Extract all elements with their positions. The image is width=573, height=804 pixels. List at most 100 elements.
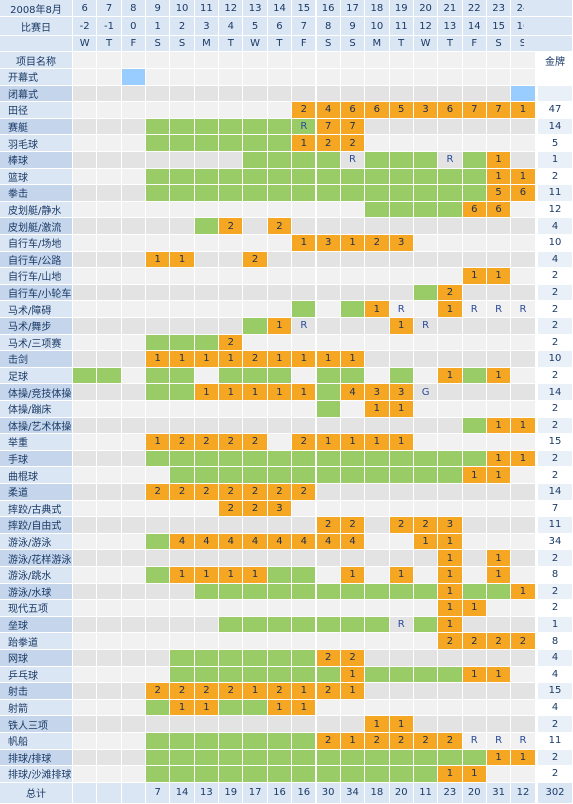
schedule-cell	[97, 351, 122, 368]
event-cell	[462, 367, 487, 385]
schedule-cell	[365, 683, 390, 700]
schedule-cell	[340, 69, 366, 86]
schedule-cell	[97, 185, 122, 202]
medal-event-cell: 2	[243, 434, 268, 451]
schedule-cell	[438, 484, 463, 501]
schedule-cell	[340, 484, 366, 501]
medal-event-cell: 2	[340, 517, 366, 534]
date-header: 15	[292, 0, 317, 17]
schedule-cell	[73, 633, 98, 650]
schedule-cell	[121, 583, 147, 601]
schedule-cell	[438, 318, 463, 335]
schedule-cell	[73, 749, 98, 767]
schedule-cell	[121, 201, 147, 219]
event-cell	[292, 152, 317, 169]
schedule-cell	[73, 434, 98, 451]
schedule-cell	[340, 417, 366, 435]
event-cell	[316, 583, 341, 601]
schedule-cell	[511, 500, 536, 518]
medal-event-cell: 1	[219, 567, 244, 584]
schedule-cell	[243, 401, 268, 418]
schedule-cell	[340, 85, 366, 103]
event-cell	[219, 450, 244, 468]
schedule-cell	[292, 334, 317, 352]
date-header: 17	[340, 0, 366, 17]
sport-name: 自行车/山地	[0, 268, 73, 285]
sport-name: 足球	[0, 367, 73, 385]
event-cell	[292, 301, 317, 318]
schedule-cell	[389, 417, 414, 435]
schedule-cell	[97, 699, 122, 717]
schedule-cell	[511, 683, 536, 700]
schedule-cell	[146, 600, 171, 617]
match-day-header: 1	[146, 17, 171, 36]
event-cell	[365, 666, 390, 684]
schedule-cell	[365, 550, 390, 567]
schedule-cell	[511, 533, 536, 551]
sport-name: 手球	[0, 450, 73, 468]
gold-count: 4	[538, 251, 573, 269]
match-day-header: -1	[97, 17, 122, 36]
schedule-cell	[170, 716, 195, 733]
event-cell	[413, 201, 439, 219]
schedule-cell	[438, 118, 463, 136]
date-header: 12	[219, 0, 244, 17]
schedule-cell	[462, 401, 487, 418]
schedule-cell	[146, 633, 171, 650]
event-cell	[462, 450, 487, 468]
schedule-cell	[170, 235, 195, 252]
event-cell	[194, 334, 220, 352]
schedule-cell	[97, 135, 122, 152]
weekday-header: S	[170, 36, 195, 52]
schedule-cell	[146, 152, 171, 169]
schedule-cell	[121, 301, 147, 318]
event-cell	[243, 699, 268, 717]
event-cell	[365, 616, 390, 634]
medal-event-cell: 1	[365, 401, 390, 418]
blank-cell	[121, 52, 147, 69]
schedule-cell	[438, 384, 463, 401]
event-cell	[219, 135, 244, 152]
event-cell	[243, 650, 268, 667]
medal-event-cell: 6	[365, 102, 390, 119]
sport-name: 乒乓球	[0, 666, 73, 684]
event-cell	[170, 749, 195, 767]
medal-event-cell: 1	[486, 268, 512, 285]
gold-count: 2	[538, 318, 573, 335]
schedule-cell	[462, 484, 487, 501]
schedule-cell	[316, 201, 341, 219]
schedule-cell	[73, 351, 98, 368]
schedule-cell	[292, 85, 317, 103]
gold-count: 12	[538, 201, 573, 219]
schedule-cell	[511, 550, 536, 567]
event-cell	[413, 168, 439, 186]
schedule-cell	[438, 69, 463, 86]
schedule-cell	[365, 268, 390, 285]
schedule-cell	[243, 102, 268, 119]
schedule-cell	[146, 201, 171, 219]
schedule-cell	[389, 650, 414, 667]
weekday-header: S	[340, 36, 366, 52]
schedule-cell	[340, 284, 366, 302]
event-cell	[267, 135, 293, 152]
schedule-cell	[243, 550, 268, 567]
schedule-cell	[97, 118, 122, 136]
schedule-cell	[146, 517, 171, 534]
match-day-header: 14	[462, 17, 487, 36]
medal-event-cell: 7	[462, 102, 487, 119]
schedule-cell	[413, 218, 439, 235]
schedule-cell	[292, 268, 317, 285]
event-cell	[170, 666, 195, 684]
sport-name: 自行车/小轮车	[0, 284, 73, 302]
event-cell	[267, 666, 293, 684]
schedule-cell	[413, 417, 439, 435]
sport-name: 垒球	[0, 616, 73, 634]
medal-event-cell: 6	[340, 102, 366, 119]
event-cell	[292, 583, 317, 601]
schedule-cell	[267, 417, 293, 435]
event-cell	[511, 85, 536, 103]
event-cell	[267, 650, 293, 667]
schedule-cell	[413, 135, 439, 152]
match-day-header: 11	[389, 17, 414, 36]
schedule-cell	[511, 351, 536, 368]
